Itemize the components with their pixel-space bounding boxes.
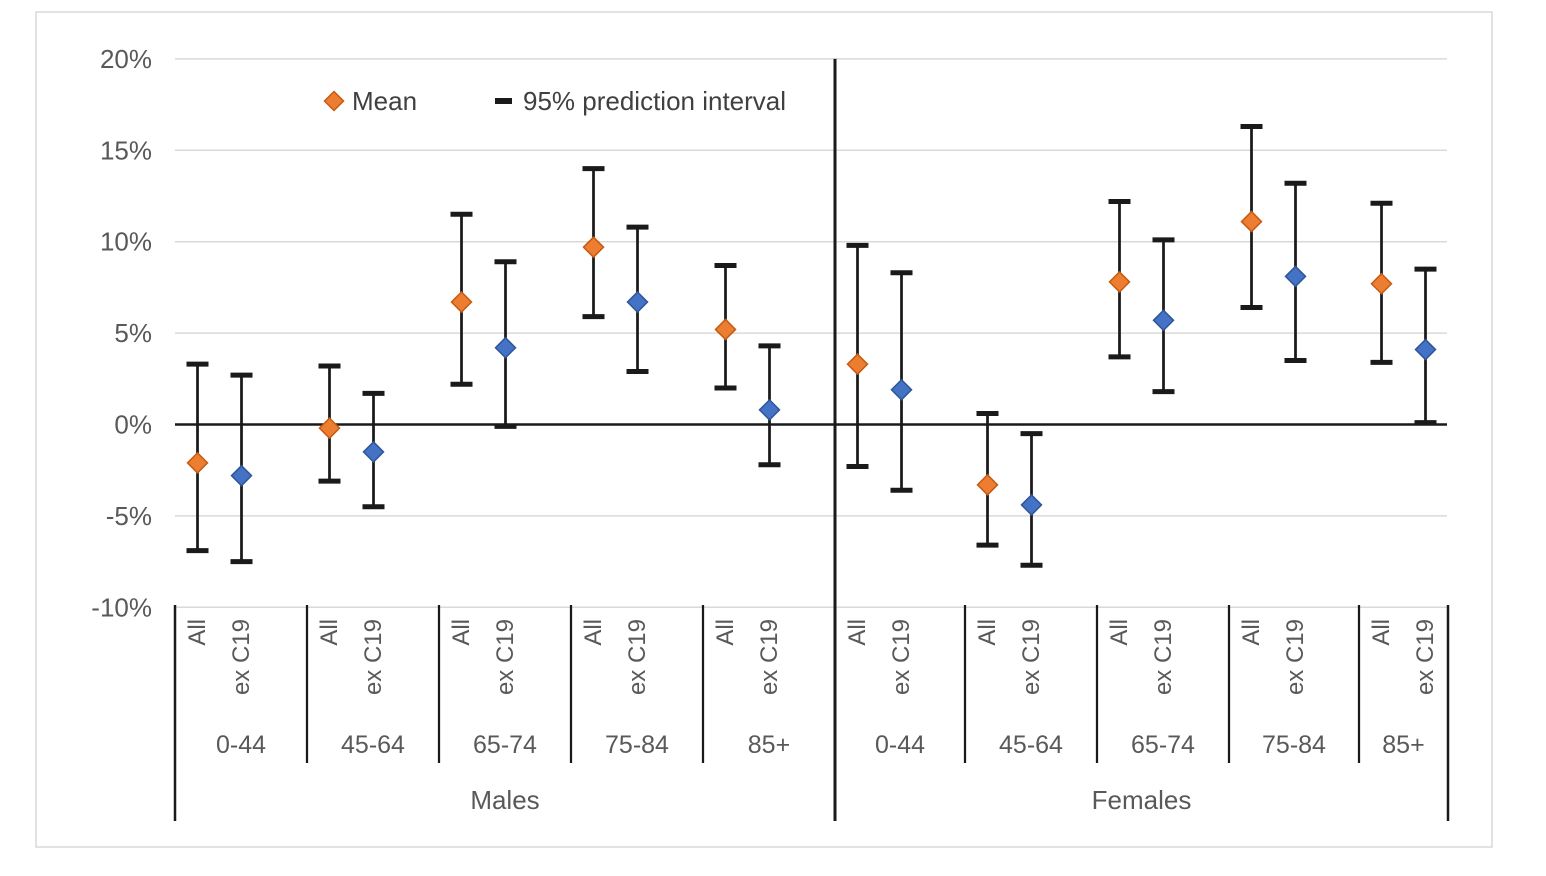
mean-marker-males-0-44-all <box>186 451 209 474</box>
mean-marker-females-65-74-exc19 <box>1152 309 1175 332</box>
series-tick-label: All <box>1106 619 1133 646</box>
mean-marker-females-65-74-all <box>1108 270 1131 293</box>
age-group-label: 85+ <box>1382 731 1424 759</box>
mean-marker-males-75-84-exc19 <box>626 290 649 314</box>
age-group-label: 65-74 <box>473 731 537 759</box>
mean-marker-males-45-64-all <box>318 417 341 440</box>
gender-label-females: Females <box>1092 785 1192 815</box>
series-tick-label: ex C19 <box>1282 619 1309 695</box>
y-axis-tick-label: 10% <box>100 227 152 257</box>
series-tick-label: All <box>580 619 607 646</box>
series-tick-label: ex C19 <box>1018 619 1045 695</box>
series-tick-label: ex C19 <box>624 619 651 695</box>
mean-marker-males-85plus-exc19 <box>758 398 781 421</box>
series-tick-label: All <box>974 619 1001 646</box>
mean-marker-males-75-84-all <box>582 236 605 259</box>
series-tick-label: ex C19 <box>756 619 783 695</box>
age-group-label: 45-64 <box>341 731 405 759</box>
series-tick-label: All <box>712 619 739 646</box>
series-tick-label: All <box>316 619 343 646</box>
series-tick-label: All <box>1368 619 1395 646</box>
mean-marker-females-45-64-exc19 <box>1020 493 1043 516</box>
mean-marker-males-65-74-exc19 <box>494 336 517 359</box>
series-tick-label: ex C19 <box>1412 619 1439 695</box>
age-group-label: 0-44 <box>216 731 266 759</box>
gender-label-males: Males <box>470 785 539 815</box>
y-axis-tick-label: 15% <box>100 135 152 165</box>
mean-marker-females-75-84-all <box>1240 210 1263 233</box>
legend-interval-dash-icon <box>495 98 512 104</box>
mean-marker-males-65-74-all <box>450 290 473 314</box>
series-tick-label: ex C19 <box>492 619 519 695</box>
legend-mean-label: Mean <box>352 86 417 116</box>
mean-marker-males-0-44-exc19 <box>230 464 253 487</box>
mean-marker-females-85plus-exc19 <box>1414 338 1437 361</box>
series-tick-label: All <box>1238 619 1265 646</box>
plot-border <box>35 11 1493 848</box>
age-group-label: 45-64 <box>999 731 1063 759</box>
series-tick-label: ex C19 <box>360 619 387 695</box>
age-group-label: 0-44 <box>875 731 925 759</box>
y-axis-tick-label: 20% <box>100 44 152 74</box>
mean-marker-females-0-44-all <box>846 353 869 376</box>
series-tick-label: All <box>448 619 475 646</box>
age-group-label: 85+ <box>748 731 790 759</box>
mean-marker-males-45-64-exc19 <box>362 440 385 463</box>
age-group-label: 75-84 <box>1262 731 1326 759</box>
age-group-label: 75-84 <box>605 731 669 759</box>
series-tick-label: All <box>184 619 211 646</box>
mean-marker-females-45-64-all <box>976 473 999 496</box>
mean-marker-males-85plus-all <box>714 318 737 341</box>
y-axis-tick-label: -10% <box>91 592 152 622</box>
y-axis-tick-label: 0% <box>114 410 152 440</box>
mean-marker-females-0-44-exc19 <box>890 378 913 401</box>
series-tick-label: ex C19 <box>1150 619 1177 695</box>
y-axis-tick-label: 5% <box>114 318 152 348</box>
series-tick-label: ex C19 <box>888 619 915 695</box>
y-axis-tick-label: -5% <box>106 501 152 531</box>
series-tick-label: All <box>844 619 871 646</box>
mean-marker-females-85plus-all <box>1370 272 1393 295</box>
legend-interval-label: 95% prediction interval <box>523 86 786 116</box>
mean-marker-females-75-84-exc19 <box>1284 265 1307 288</box>
legend-mean-diamond-icon <box>323 90 345 112</box>
age-group-label: 65-74 <box>1131 731 1195 759</box>
series-tick-label: ex C19 <box>228 619 255 695</box>
